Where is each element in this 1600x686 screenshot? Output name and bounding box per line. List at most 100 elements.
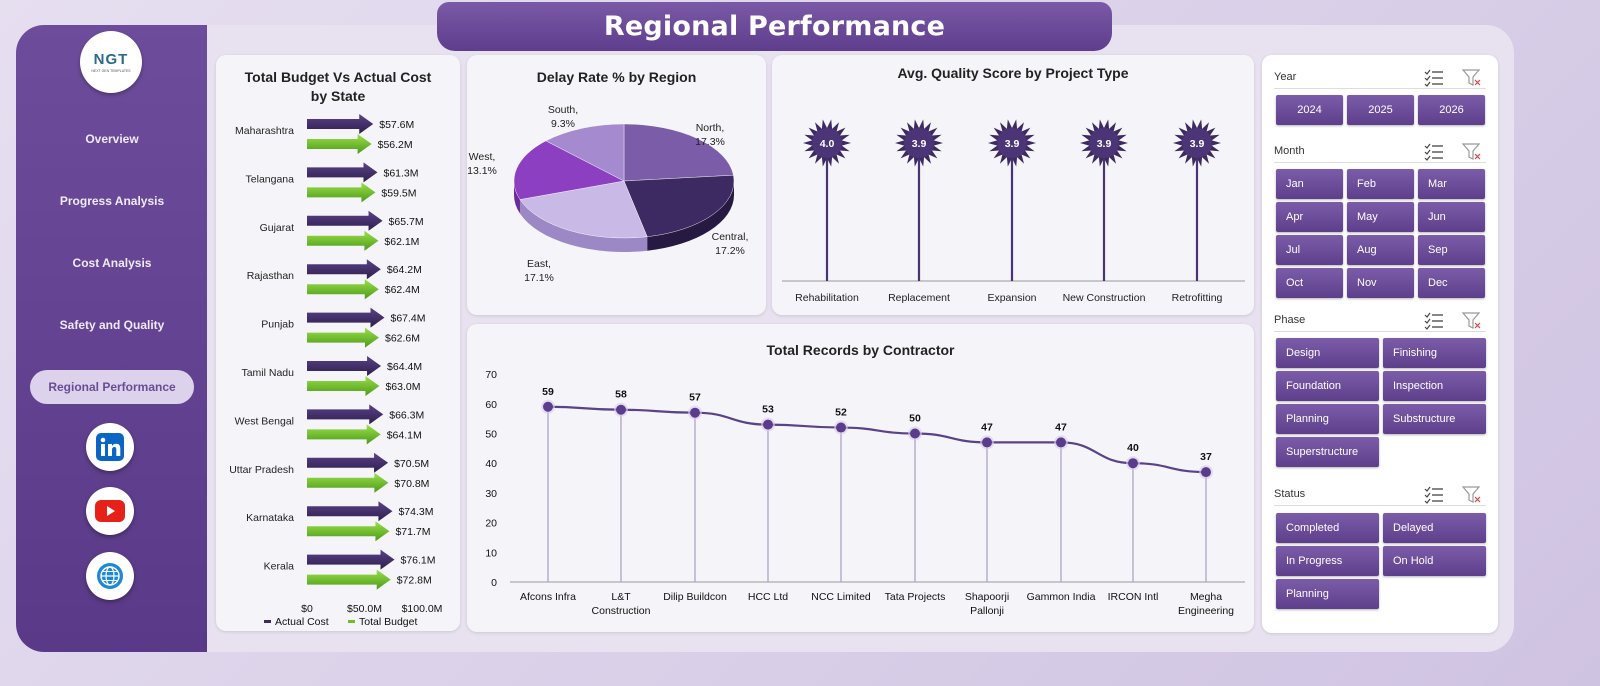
month-option[interactable]: Feb [1347,169,1414,199]
youtube-button[interactable] [86,487,134,535]
pie-slice [623,174,735,237]
sidebar-item-label: Regional Performance [48,380,176,394]
series-line [547,405,1207,474]
status-slicer-header: Status [1274,486,1486,506]
phase-option[interactable]: Finishing [1383,338,1486,368]
state-label: Punjab [261,319,294,331]
month-option[interactable]: Dec [1418,268,1485,298]
pie-data-label: Central, 17.2% [712,231,749,257]
month-option[interactable]: Nov [1347,268,1414,298]
lollipop-value-label: 3.9 [1097,138,1112,150]
month-option[interactable]: Sep [1418,235,1485,265]
linkedin-button[interactable] [86,423,134,471]
budget-chart-title-line1: Total Budget Vs Actual Cost [244,69,432,85]
clear-filter-icon[interactable] [1461,486,1482,504]
category-label: IRCON Intl [1108,591,1159,603]
total-budget-bar [307,569,391,590]
category-label: Afcons Infra [520,591,576,603]
multi-select-icon[interactable] [1424,143,1444,161]
year-option[interactable]: 2026 [1418,95,1485,125]
multi-select-icon[interactable] [1424,312,1444,330]
sidebar-item-progress-analysis[interactable]: Progress Analysis [30,184,194,218]
total-budget-label: $63.0M [385,381,420,393]
total-budget-bar [307,327,379,348]
actual-cost-bar [307,114,374,134]
clear-filter-icon[interactable] [1461,312,1482,330]
actual-cost-bar [307,549,395,570]
status-option[interactable]: Planning [1276,579,1379,609]
total-budget-label: $70.8M [394,478,429,490]
actual-cost-bar [307,501,393,522]
sidebar-item-overview[interactable]: Overview [30,122,194,156]
month-option[interactable]: Jun [1418,202,1485,232]
sidebar-item-label: Progress Analysis [59,194,165,208]
phase-option[interactable]: Design [1276,338,1379,368]
legend-label-actual: Actual Cost [275,616,329,628]
month-option[interactable]: May [1347,202,1414,232]
state-label: Gujarat [260,222,295,234]
phase-option[interactable]: Foundation [1276,371,1379,401]
sidebar-item-safety-and-quality[interactable]: Safety and Quality [30,308,194,342]
sidebar-item-regional-performance[interactable]: Regional Performance [30,370,194,404]
status-option[interactable]: In Progress [1276,546,1379,576]
state-label: Uttar Pradesh [229,464,294,476]
year-slicer-title: Year [1274,71,1297,83]
pie-slice-side [514,181,520,214]
category-label: Replacement [888,292,950,304]
category-label: Tata Projects [885,591,946,603]
page-title-bar: Regional Performance [437,2,1112,51]
status-option[interactable]: Delayed [1383,513,1486,543]
month-option[interactable]: Aug [1347,235,1414,265]
status-option[interactable]: On Hold [1383,546,1486,576]
pie-slice [623,123,734,182]
state-label: Rajasthan [247,270,294,282]
budget-chart-title: Total Budget Vs Actual Cost by State [216,68,460,106]
data-point [836,422,846,433]
phase-option[interactable]: Substructure [1383,404,1486,434]
linkedin-icon [96,433,124,461]
x-tick-label: $50.0M [347,603,382,615]
clear-filter-icon[interactable] [1461,69,1482,87]
category-label: Retrofitting [1172,292,1223,304]
data-label: 59 [542,386,554,398]
month-option[interactable]: Oct [1276,268,1343,298]
phase-option[interactable]: Superstructure [1276,437,1379,467]
month-option[interactable]: Mar [1418,169,1485,199]
youtube-icon [95,500,125,522]
data-label: 52 [835,407,847,419]
year-option[interactable]: 2024 [1276,95,1343,125]
data-label: 58 [615,389,627,401]
month-option[interactable]: Jan [1276,169,1343,199]
sidebar-item-cost-analysis[interactable]: Cost Analysis [30,246,194,280]
year-option[interactable]: 2025 [1347,95,1414,125]
lollipop-marker-core [997,128,1027,158]
phase-option[interactable]: Inspection [1383,371,1486,401]
clear-filter-icon[interactable] [1461,143,1482,161]
website-button[interactable] [86,552,134,600]
actual-cost-bar [307,356,382,376]
y-tick-label: 10 [485,547,497,559]
category-label: Expansion [987,292,1036,304]
actual-cost-bar [307,162,378,183]
total-budget-label: $72.8M [397,575,432,587]
sidebar-item-label: Overview [85,132,139,146]
data-point [763,419,773,430]
status-option[interactable]: Completed [1276,513,1379,543]
total-budget-bar [307,279,379,300]
y-tick-label: 20 [485,518,497,530]
multi-select-icon[interactable] [1424,486,1444,504]
pie-slice [545,123,625,182]
data-point [616,404,626,415]
budget-vs-actual-card: Total Budget Vs Actual Cost by State Mah… [216,55,460,631]
month-option[interactable]: Apr [1276,202,1343,232]
phase-option[interactable]: Planning [1276,404,1379,434]
category-label: Rehabilitation [795,292,859,304]
total-budget-label: $62.1M [384,236,419,248]
actual-cost-label: $67.4M [391,313,426,325]
phase-slicer-title: Phase [1274,314,1306,326]
multi-select-icon[interactable] [1424,69,1444,87]
month-option[interactable]: Jul [1276,235,1343,265]
x-tick-label: $100.0M [402,603,443,615]
total-budget-bar [307,521,390,542]
category-label: Megha Engineering [1178,591,1234,617]
